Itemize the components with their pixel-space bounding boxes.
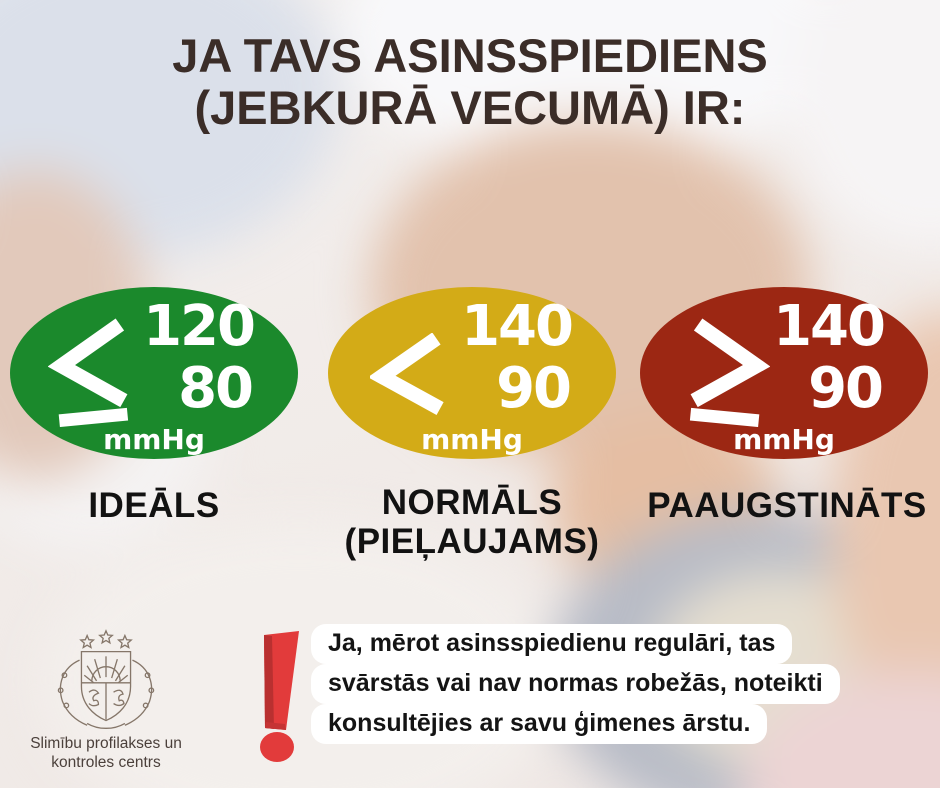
systolic-value: 120 [143,294,256,359]
latvia-coat-of-arms-icon [57,629,155,730]
badge-normal-label: NORMĀLS (PIEĻAUJAMS) [344,483,600,561]
badge-elevated-label: PAAUGSTINĀTS [647,486,927,525]
systolic-value: 140 [773,294,886,359]
warning-line-2: svārstās vai nav normas robežās, noteikt… [311,664,840,704]
org-logo: Slimību profilakses un kontroles centrs [18,628,194,772]
badge-normal: 140 90 mmHg [328,287,616,459]
warning-line-3: konsultējies ar savu ģimenes ārstu. [311,704,768,744]
greater-than-or-equal-icon [689,318,770,427]
badge-ideal-label: IDEĀLS [88,486,220,525]
unit-label: mmHg [733,423,835,456]
warning-note: Ja, mērot asinsspiedienu regulāri, tas s… [247,624,840,762]
unit-label: mmHg [421,423,523,456]
title-line-2: (JEBKURĀ VECUMĀ) IR: [194,81,746,134]
diastolic-value: 80 [178,356,254,421]
diastolic-value: 90 [808,356,884,421]
badge-elevated: 140 90 mmHg [640,287,928,459]
warning-line-1: Ja, mērot asinsspiedienu regulāri, tas [311,624,793,664]
less-than-icon [370,333,444,416]
unit-label: mmHg [103,423,205,456]
org-name: Slimību profilakses un kontroles centrs [30,735,182,771]
diastolic-value: 90 [496,356,572,421]
warning-text: Ja, mērot asinsspiedienu regulāri, tas s… [311,624,840,744]
poster-title: JA TAVS ASINSSPIEDIENS (JEBKURĀ VECUMĀ) … [0,30,940,134]
exclamation-icon [260,631,299,762]
less-than-or-equal-icon [48,318,129,427]
systolic-value: 140 [461,294,574,359]
title-line-1: JA TAVS ASINSSPIEDIENS [172,29,768,82]
badge-ideal: 120 80 mmHg [10,287,298,459]
